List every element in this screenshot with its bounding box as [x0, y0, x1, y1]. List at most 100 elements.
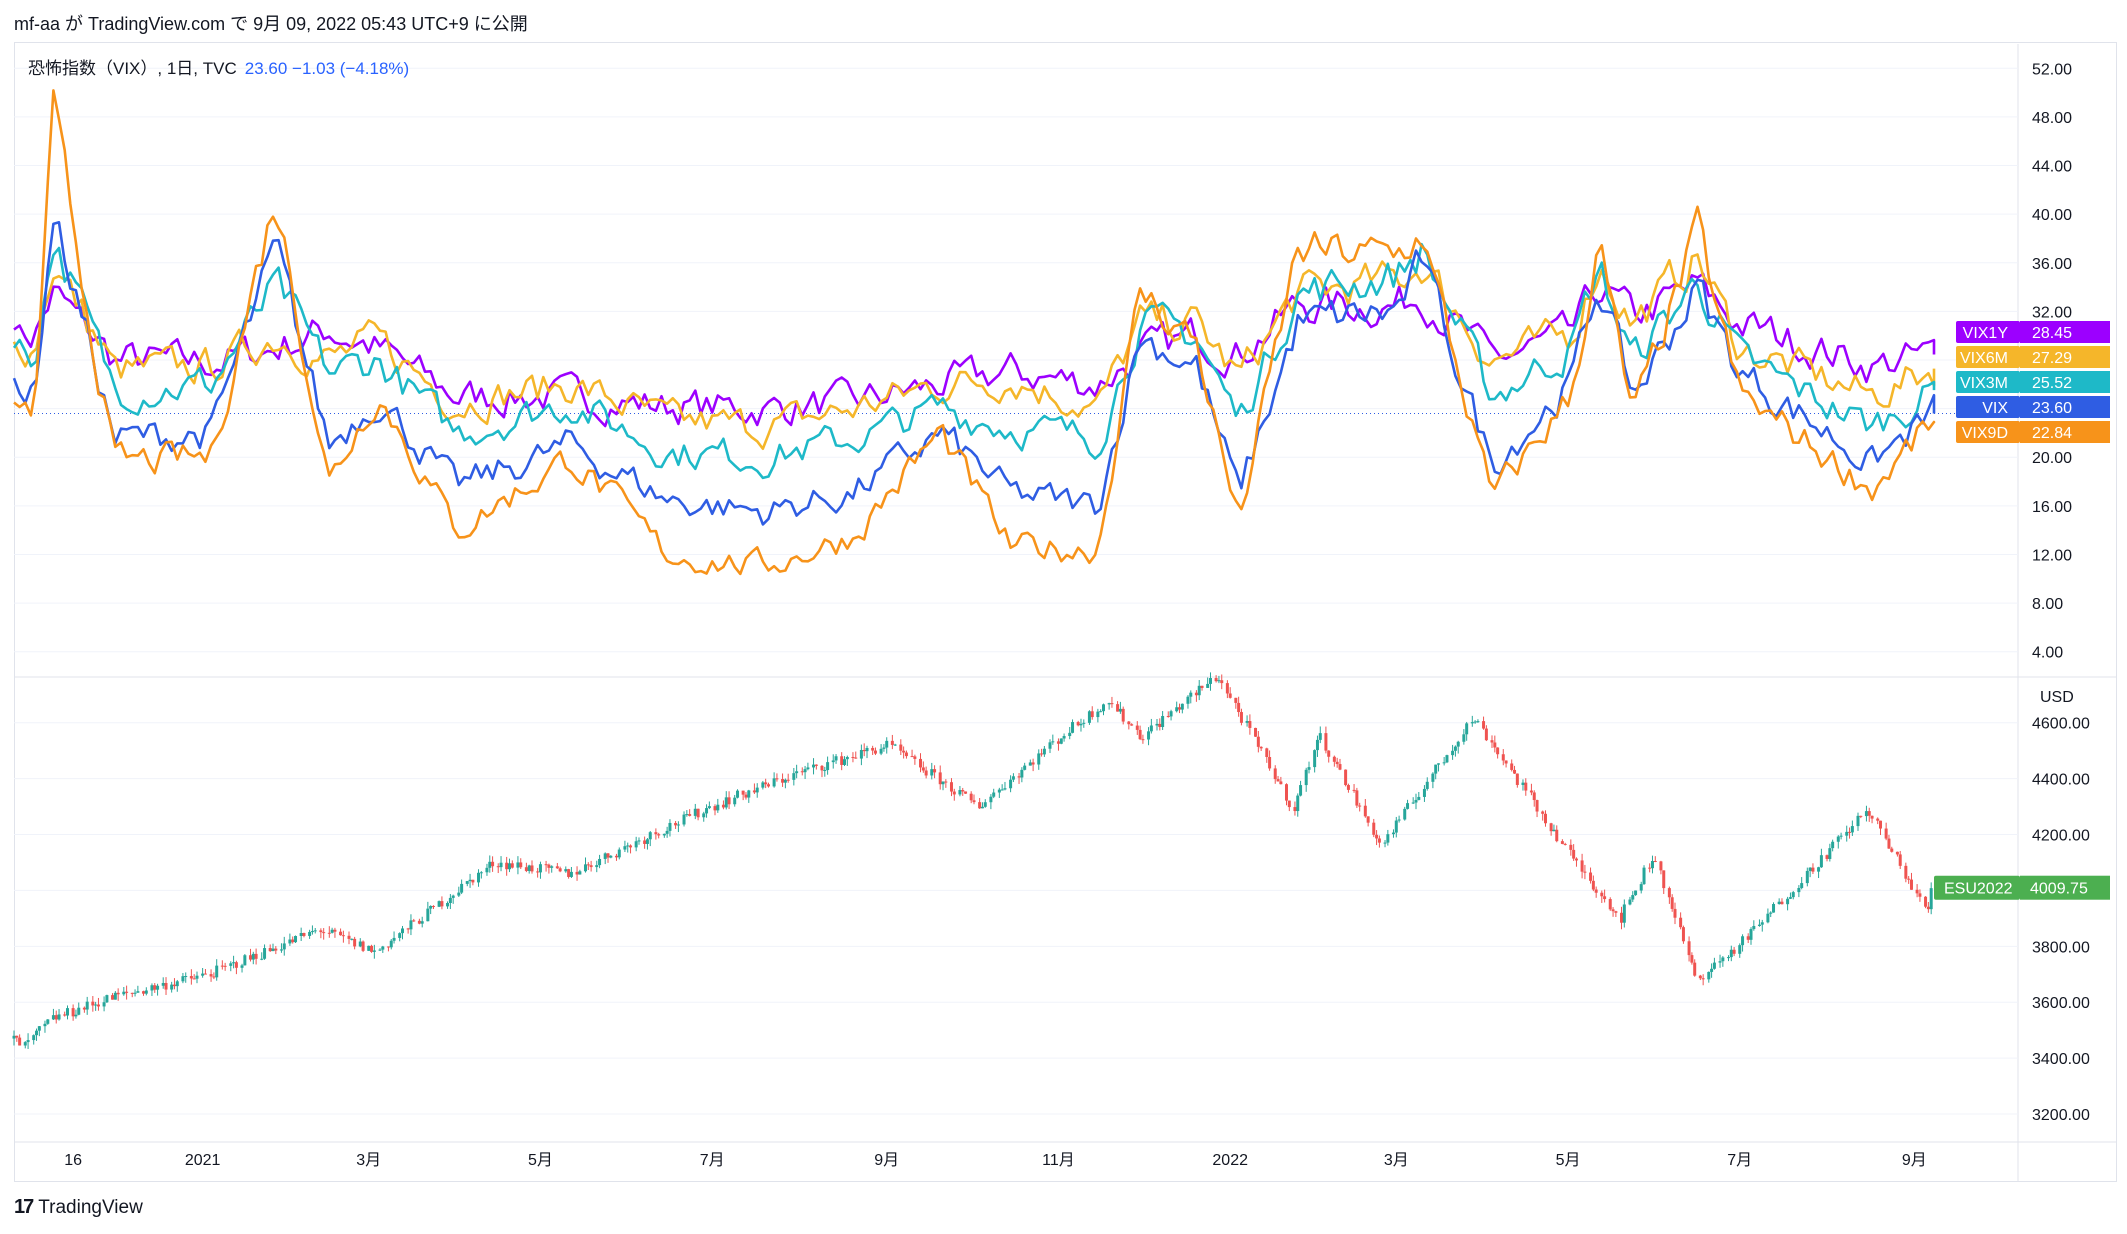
- candle-body: [1600, 892, 1604, 897]
- candle-body: [479, 872, 483, 874]
- candle-body: [1653, 860, 1657, 862]
- candle-body: [1296, 795, 1300, 812]
- candle-body: [1062, 736, 1066, 739]
- candle-body: [1189, 692, 1193, 697]
- chart-legend[interactable]: 恐怖指数（VIX）, 1日, TVC 23.60 −1.03 (−4.18%): [28, 54, 409, 79]
- candle-body: [840, 756, 844, 765]
- candle-body: [248, 955, 252, 960]
- candle-body: [172, 984, 176, 987]
- candle-body: [1777, 901, 1781, 905]
- candle-body: [1220, 680, 1224, 684]
- candle-body: [865, 747, 869, 752]
- candle-body: [890, 740, 894, 745]
- candle-body: [260, 958, 264, 960]
- candle-body: [1099, 711, 1103, 713]
- candle-body: [1268, 757, 1272, 769]
- candle-body: [851, 757, 855, 759]
- candle-body: [724, 797, 728, 808]
- y-tick-label-bottom: 4200.00: [2032, 828, 2090, 845]
- x-tick-label: 2021: [185, 1152, 221, 1169]
- candle-body: [370, 945, 374, 952]
- candle-body: [1749, 929, 1753, 940]
- candle-body: [1569, 844, 1573, 850]
- candle-body: [282, 943, 286, 950]
- candle-body: [645, 839, 649, 844]
- candle-body: [23, 1042, 27, 1046]
- candle-body: [1068, 732, 1072, 737]
- candle-body: [1788, 897, 1792, 899]
- candle-body: [1161, 716, 1165, 728]
- candle-body: [229, 963, 233, 966]
- candle-body: [302, 933, 306, 936]
- candle-body: [1741, 936, 1745, 946]
- candle-body: [1766, 913, 1770, 923]
- candle-body: [327, 932, 331, 934]
- candle-body: [1572, 849, 1576, 859]
- legend-value: 23.60 −1.03 (−4.18%): [244, 59, 410, 78]
- candle-body: [589, 865, 593, 868]
- candle-body: [992, 792, 996, 797]
- candle-body: [1836, 836, 1840, 842]
- candle-body: [1484, 728, 1488, 741]
- candle-body: [1228, 693, 1232, 698]
- candle-body: [392, 937, 396, 941]
- candle-body: [477, 872, 481, 883]
- candle-body: [1800, 883, 1804, 888]
- candle-body: [1848, 831, 1852, 833]
- series-line-vix: [12, 221, 1936, 526]
- candle-body: [1707, 971, 1711, 980]
- candle-body: [1482, 721, 1486, 729]
- candle-body: [1234, 697, 1238, 703]
- y-tick-label-top: 36.00: [2032, 256, 2072, 273]
- candle-body: [1856, 815, 1860, 827]
- badge-name-vix6m: [1956, 346, 2020, 368]
- candle-body: [1299, 785, 1303, 796]
- candle-body: [1254, 727, 1258, 737]
- candle-body: [136, 991, 140, 993]
- candle-body: [1591, 880, 1595, 890]
- candle-body: [1158, 723, 1162, 728]
- candle-body: [820, 765, 824, 771]
- candle-body: [189, 976, 193, 979]
- candle-body: [1434, 764, 1438, 774]
- candle-body: [1504, 760, 1508, 764]
- candle-body: [654, 832, 658, 835]
- tradingview-logo[interactable]: 17 TradingView: [14, 1196, 143, 1219]
- candle-body: [938, 772, 942, 785]
- candle-body: [43, 1023, 47, 1027]
- candle-body: [1701, 978, 1705, 980]
- badge-value-vix6m: [2020, 346, 2110, 368]
- candle-body: [1501, 754, 1505, 761]
- candle-body: [766, 784, 770, 787]
- candle-body: [54, 1015, 58, 1020]
- legend-symbol[interactable]: 恐怖指数（VIX）, 1日, TVC: [28, 59, 237, 78]
- candle-body: [924, 770, 928, 776]
- candle-body: [1926, 906, 1930, 910]
- candle-body: [142, 991, 146, 994]
- candle-body: [1358, 805, 1362, 807]
- candle-body: [524, 867, 528, 871]
- candle-body: [1476, 721, 1480, 723]
- x-tick-label: 16: [64, 1152, 82, 1169]
- candle-body: [232, 962, 236, 964]
- candle-body: [952, 791, 956, 795]
- candle-body: [1603, 896, 1607, 900]
- candle-body: [1631, 895, 1635, 900]
- candle-body: [696, 808, 700, 818]
- candle-body: [1687, 941, 1691, 956]
- candle-body: [367, 945, 371, 951]
- candle-body: [1780, 901, 1784, 905]
- candle-body: [1287, 800, 1291, 808]
- candle-body: [1256, 736, 1260, 747]
- candle-body: [583, 864, 587, 872]
- candle-body: [958, 790, 962, 795]
- candle-body: [111, 995, 115, 1000]
- candle-body: [980, 806, 984, 809]
- candle-body: [1673, 908, 1677, 918]
- candle-body: [401, 928, 405, 934]
- candle-body: [1116, 704, 1120, 712]
- candle-body: [496, 866, 500, 868]
- candle-body: [761, 782, 765, 788]
- candle-body: [1082, 722, 1086, 724]
